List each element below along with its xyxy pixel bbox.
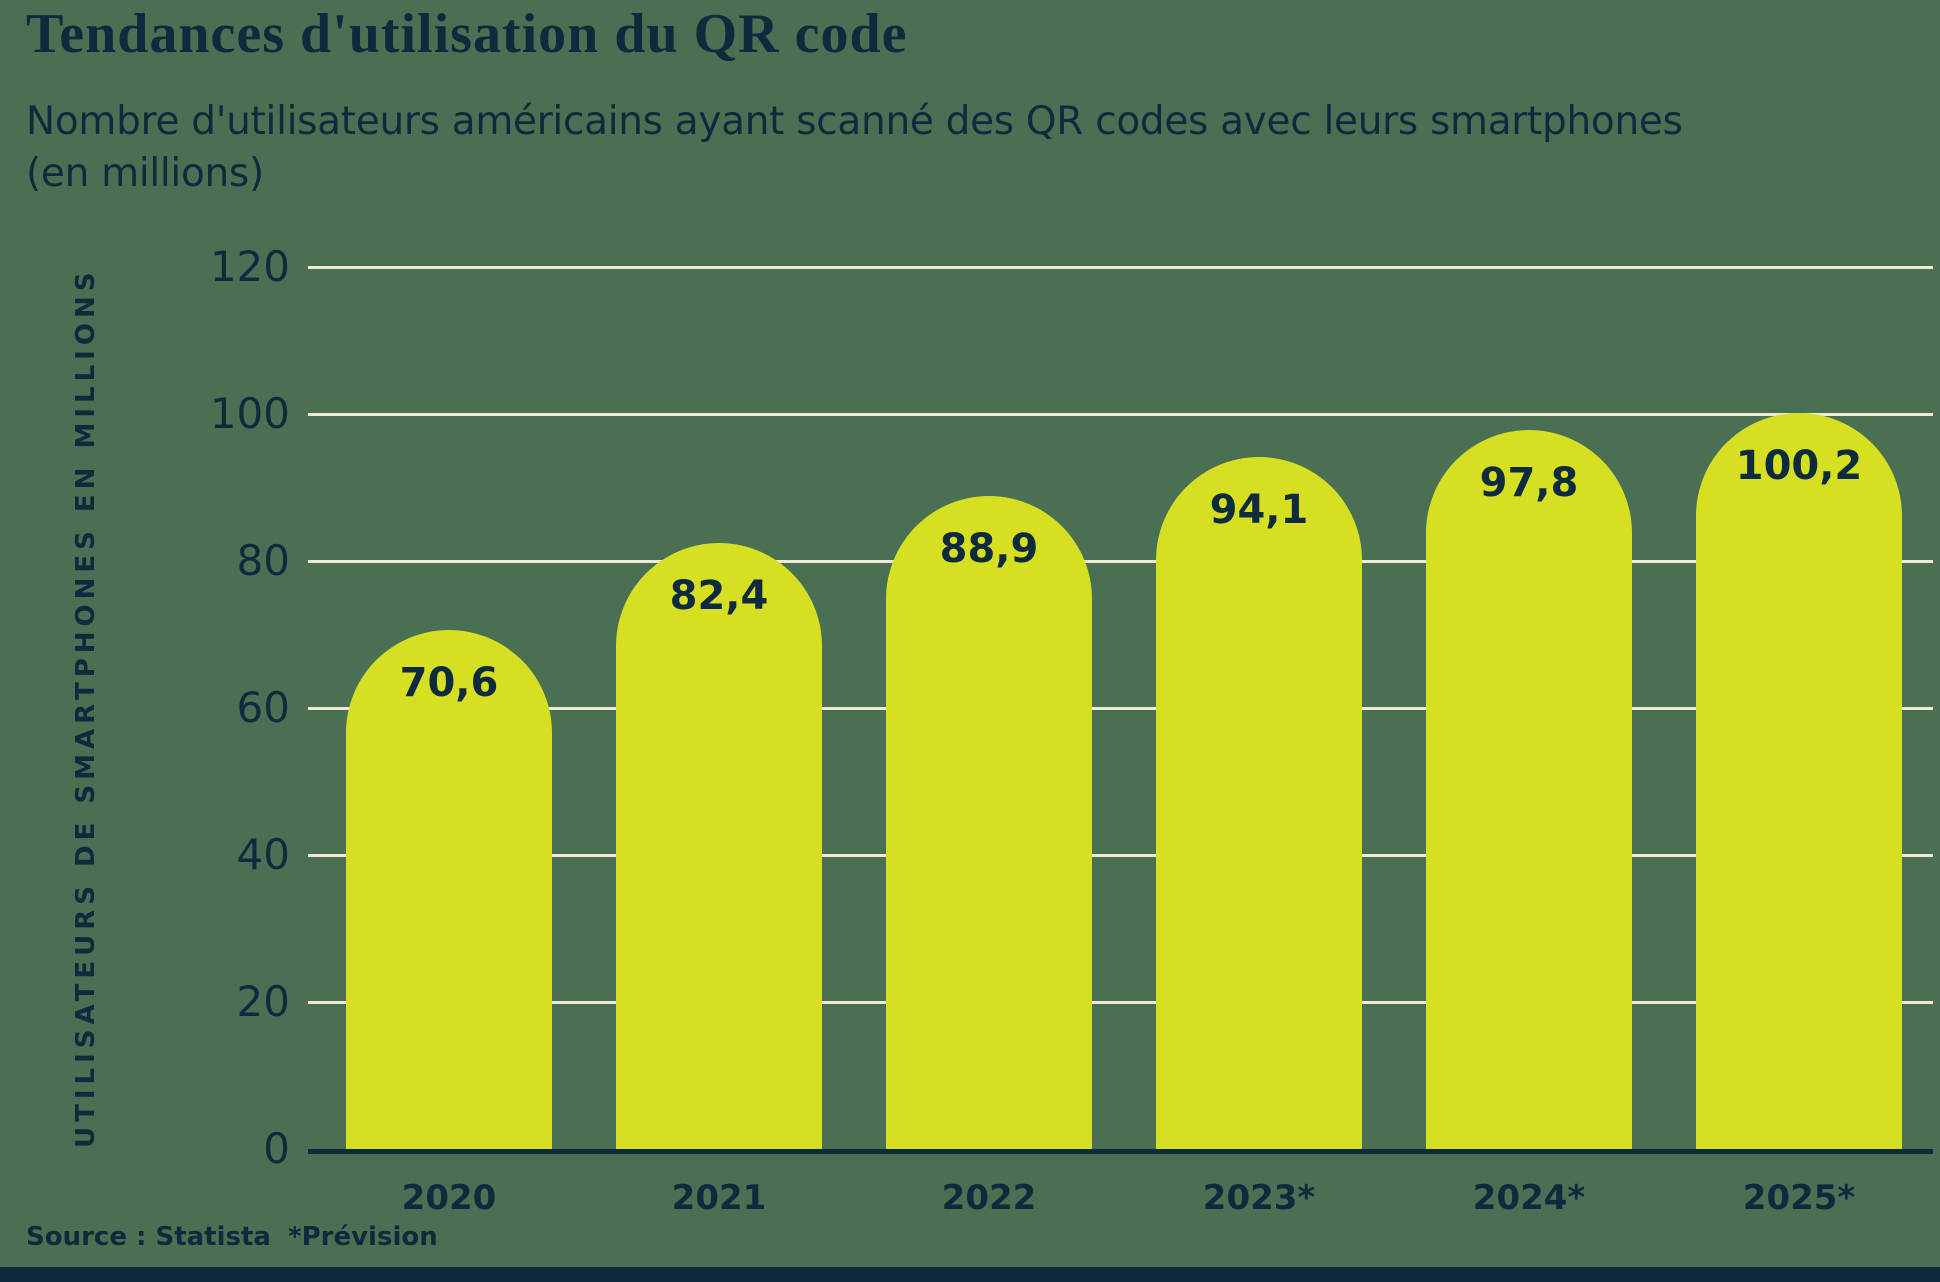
bar-2025: 100,2 xyxy=(1696,412,1902,1149)
chart-subtitle-line1: Nombre d'utilisateurs américains ayant s… xyxy=(26,99,1683,144)
x-tick-label-2022: 2022 xyxy=(941,1178,1037,1218)
y-tick-label-80: 80 xyxy=(236,536,290,585)
chart-subtitle-line2: (en millions) xyxy=(26,151,264,196)
x-tick-label-2020: 2020 xyxy=(401,1178,497,1218)
x-axis-line xyxy=(308,1149,1933,1154)
bar-value-label: 100,2 xyxy=(1735,442,1863,489)
bar-value-label: 82,4 xyxy=(669,573,769,620)
bar-2024: 97,8 xyxy=(1426,430,1632,1149)
bar-value-label: 70,6 xyxy=(399,660,499,707)
bar-value-label: 97,8 xyxy=(1479,460,1579,507)
y-tick-label-100: 100 xyxy=(209,389,290,438)
bottom-edge-bar xyxy=(0,1267,1940,1282)
gridline-120 xyxy=(308,265,1933,269)
bar-2023: 94,1 xyxy=(1156,457,1362,1149)
y-tick-label-20: 20 xyxy=(236,977,290,1026)
gridline-60 xyxy=(308,706,1933,710)
bar-2021: 82,4 xyxy=(616,543,822,1149)
gridline-80 xyxy=(308,559,1933,563)
bar-value-label: 88,9 xyxy=(939,525,1039,572)
forecast-note: *Prévision xyxy=(288,1222,438,1252)
y-tick-label-0: 0 xyxy=(263,1124,290,1173)
chart-title: Tendances d'utilisation du QR code xyxy=(26,3,908,65)
gridline-100 xyxy=(308,412,1933,416)
x-tick-label-2025: 2025* xyxy=(1742,1178,1856,1218)
bar-2022: 88,9 xyxy=(886,495,1092,1149)
plot-area: 70,6 82,4 88,9 94,1 97,8 100,2 xyxy=(308,265,1933,1149)
y-tick-label-40: 40 xyxy=(236,830,290,879)
gridline-40 xyxy=(308,853,1933,857)
source-label: Source : Statista xyxy=(26,1222,271,1252)
x-tick-label-2023: 2023* xyxy=(1202,1178,1316,1218)
y-tick-label-120: 120 xyxy=(209,242,290,291)
bar-2020: 70,6 xyxy=(346,630,552,1149)
bar-value-label: 94,1 xyxy=(1209,487,1309,534)
x-tick-label-2024: 2024* xyxy=(1472,1178,1586,1218)
chart-subtitle: Nombre d'utilisateurs américains ayant s… xyxy=(26,96,1683,200)
y-tick-label-60: 60 xyxy=(236,683,290,732)
x-tick-label-2021: 2021 xyxy=(671,1178,767,1218)
gridline-20 xyxy=(308,1000,1933,1004)
